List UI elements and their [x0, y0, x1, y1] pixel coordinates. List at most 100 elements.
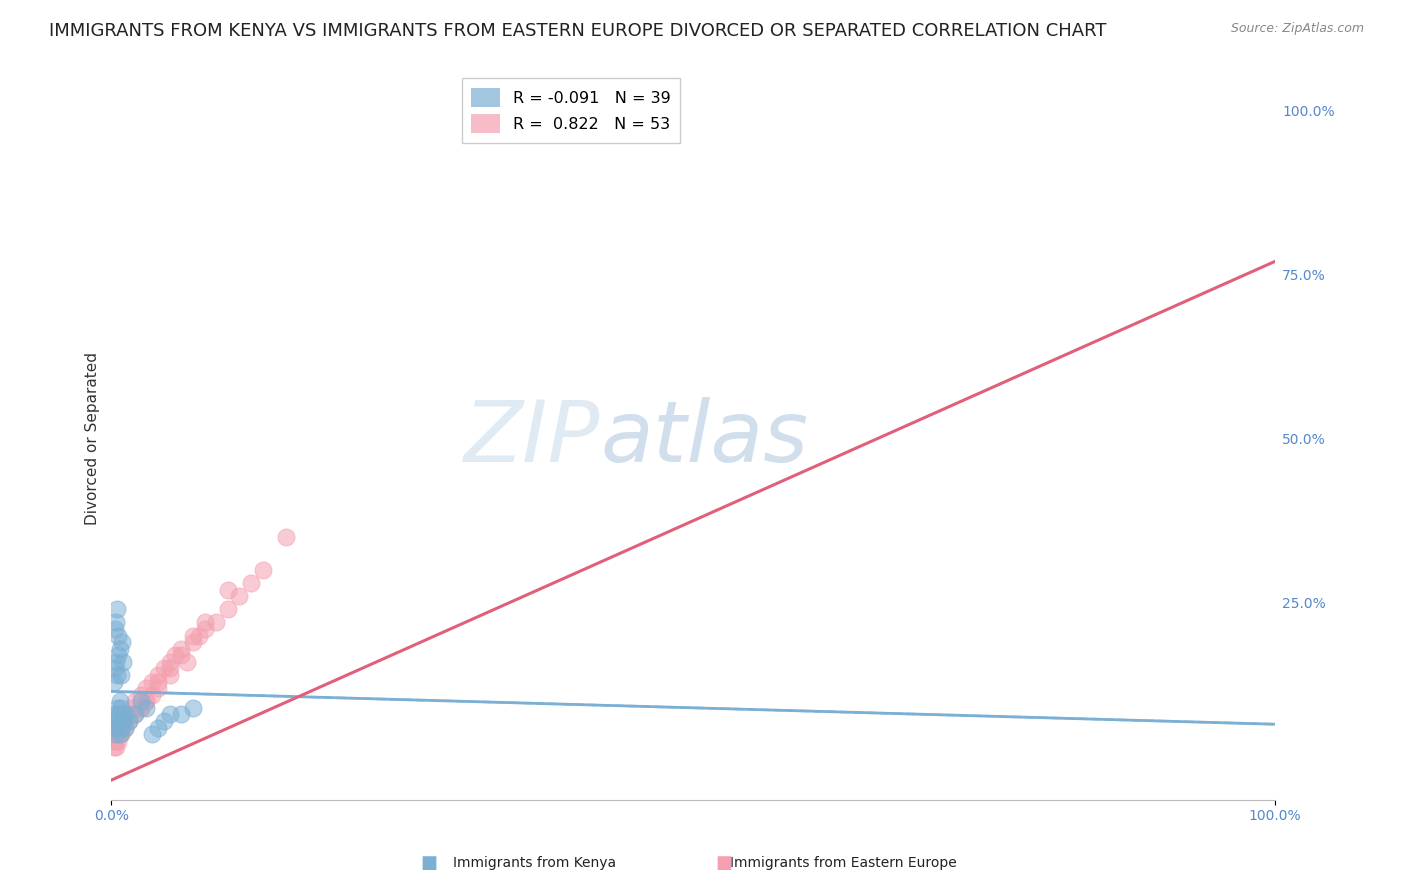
Point — [107, 714, 129, 728]
Point — [105, 655, 128, 669]
Point — [105, 714, 128, 728]
Point — [108, 721, 131, 735]
Point — [181, 629, 204, 643]
Point — [104, 733, 127, 747]
Point — [111, 635, 134, 649]
Text: ■: ■ — [716, 855, 733, 872]
Point — [217, 582, 239, 597]
Point — [112, 714, 135, 728]
Point — [105, 727, 128, 741]
Point — [135, 681, 157, 695]
Point — [104, 707, 127, 722]
Point — [105, 615, 128, 630]
Text: Immigrants from Kenya: Immigrants from Kenya — [453, 856, 616, 871]
Point — [274, 530, 297, 544]
Point — [110, 721, 132, 735]
Point — [159, 668, 181, 682]
Point — [124, 694, 146, 708]
Point — [228, 589, 250, 603]
Point — [105, 668, 128, 682]
Point — [152, 714, 174, 728]
Point — [159, 707, 181, 722]
Point — [103, 740, 125, 755]
Point — [146, 681, 169, 695]
Point — [112, 714, 135, 728]
Point — [205, 615, 228, 630]
Point — [114, 721, 136, 735]
Point — [111, 707, 134, 722]
Point — [108, 641, 131, 656]
Text: ZIP: ZIP — [464, 397, 600, 480]
Point — [104, 622, 127, 636]
Point — [170, 707, 193, 722]
Point — [146, 668, 169, 682]
Point — [118, 714, 141, 728]
Point — [107, 629, 129, 643]
Point — [217, 602, 239, 616]
Point — [105, 602, 128, 616]
Point — [105, 721, 128, 735]
Point — [159, 661, 181, 675]
Point — [181, 701, 204, 715]
Point — [107, 733, 129, 747]
Point — [187, 629, 209, 643]
Point — [193, 615, 215, 630]
Point — [152, 661, 174, 675]
Point — [118, 714, 141, 728]
Point — [124, 707, 146, 722]
Point — [141, 688, 163, 702]
Point — [108, 727, 131, 741]
Point — [105, 727, 128, 741]
Point — [146, 674, 169, 689]
Point — [165, 648, 187, 663]
Point — [124, 707, 146, 722]
Point — [252, 563, 274, 577]
Point — [103, 727, 125, 741]
Point — [104, 661, 127, 675]
Point — [103, 674, 125, 689]
Point — [181, 635, 204, 649]
Y-axis label: Divorced or Separated: Divorced or Separated — [86, 352, 100, 525]
Text: Source: ZipAtlas.com: Source: ZipAtlas.com — [1230, 22, 1364, 36]
Point — [129, 694, 152, 708]
Point — [129, 701, 152, 715]
Point — [104, 733, 127, 747]
Point — [141, 674, 163, 689]
Text: IMMIGRANTS FROM KENYA VS IMMIGRANTS FROM EASTERN EUROPE DIVORCED OR SEPARATED CO: IMMIGRANTS FROM KENYA VS IMMIGRANTS FROM… — [49, 22, 1107, 40]
Point — [129, 701, 152, 715]
Point — [107, 648, 129, 663]
Point — [135, 694, 157, 708]
Point — [110, 701, 132, 715]
Point — [105, 727, 128, 741]
Point — [146, 721, 169, 735]
Point — [114, 707, 136, 722]
Point — [107, 714, 129, 728]
Point — [105, 721, 128, 735]
Point — [135, 694, 157, 708]
Point — [170, 641, 193, 656]
Point — [118, 707, 141, 722]
Point — [129, 688, 152, 702]
Point — [121, 701, 143, 715]
Point — [108, 721, 131, 735]
Point — [114, 721, 136, 735]
Point — [110, 727, 132, 741]
Point — [112, 655, 135, 669]
Point — [108, 694, 131, 708]
Legend: R = -0.091   N = 39, R =  0.822   N = 53: R = -0.091 N = 39, R = 0.822 N = 53 — [463, 78, 681, 143]
Point — [240, 576, 263, 591]
Point — [176, 655, 198, 669]
Point — [141, 727, 163, 741]
Point — [170, 648, 193, 663]
Point — [105, 701, 128, 715]
Point — [159, 655, 181, 669]
Point — [110, 668, 132, 682]
Point — [111, 707, 134, 722]
Point — [112, 714, 135, 728]
Point — [135, 701, 157, 715]
Point — [105, 740, 128, 755]
Text: atlas: atlas — [600, 397, 808, 480]
Text: Immigrants from Eastern Europe: Immigrants from Eastern Europe — [730, 856, 957, 871]
Text: ■: ■ — [420, 855, 437, 872]
Point — [193, 622, 215, 636]
